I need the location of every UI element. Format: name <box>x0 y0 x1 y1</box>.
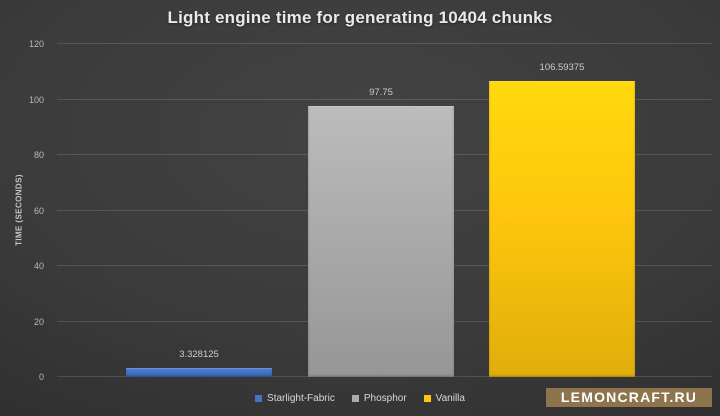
bar-value-label-starlight-fabric: 3.328125 <box>179 348 219 360</box>
legend-swatch-icon <box>423 394 431 402</box>
y-tick-label-60: 60 <box>33 205 44 216</box>
y-tick-label-80: 80 <box>33 150 44 160</box>
legend: Starlight-Fabric Phosphor Vanilla <box>0 391 720 405</box>
y-tick-label-40: 40 <box>33 261 44 271</box>
y-tick-label-100: 100 <box>28 94 44 105</box>
legend-item-vanilla: Vanilla <box>423 392 465 404</box>
legend-label: Vanilla <box>435 392 465 404</box>
y-tick-label-20: 20 <box>33 316 44 327</box>
watermark-badge: LEMONCRAFT.RU <box>546 388 712 407</box>
chart-title: Light engine time for generating 10404 c… <box>167 8 553 27</box>
legend-label: Starlight-Fabric <box>267 392 335 404</box>
bar-value-label-vanilla: 106.59375 <box>539 62 585 74</box>
legend-swatch-icon <box>255 394 263 402</box>
legend-item-phosphor: Phosphor <box>351 392 407 404</box>
bar-phosphor <box>308 105 454 377</box>
gridline-120 <box>57 43 712 44</box>
legend-swatch-icon <box>351 394 359 402</box>
y-tick-label-120: 120 <box>28 39 44 49</box>
gridline-100 <box>57 98 712 100</box>
plot-area: 3.328125 97.75 106.59375 <box>55 43 712 377</box>
y-tick-label-0: 0 <box>38 372 44 382</box>
bar-value-label-phosphor: 97.75 <box>369 86 393 98</box>
legend-item-starlight-fabric: Starlight-Fabric <box>255 393 335 404</box>
bar-vanilla <box>489 81 635 377</box>
bar-starlight-fabric <box>126 367 272 377</box>
y-axis-tick-labels: 0 20 40 60 80 100 120 <box>0 39 44 382</box>
legend-label: Phosphor <box>363 392 407 404</box>
